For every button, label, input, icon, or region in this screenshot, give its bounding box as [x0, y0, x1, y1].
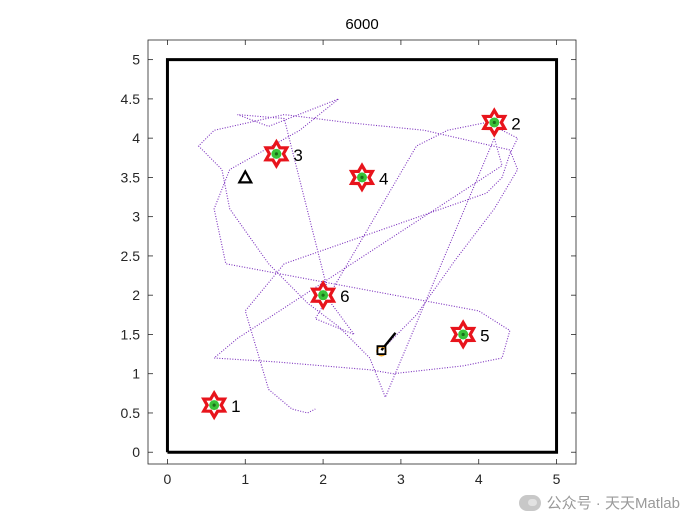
y-axis: 0 0.5 1 1.5 2 2.5 3 3.5 4 4.5 5: [121, 52, 576, 460]
y-tick-label: 1: [132, 366, 140, 382]
y-tick-label: 3.5: [121, 169, 141, 185]
target-label: 3: [293, 146, 302, 165]
target-core: [492, 120, 496, 125]
target-core: [461, 332, 465, 337]
x-tick-label: 4: [475, 471, 483, 487]
target-core: [321, 293, 325, 297]
watermark: 公众号 · 天天Matlab: [518, 492, 680, 513]
agent-layer: [237, 169, 397, 357]
y-tick-label: 3: [132, 209, 140, 225]
target-label: 1: [231, 397, 240, 416]
target-label: 4: [379, 169, 388, 188]
x-tick-label: 2: [319, 471, 327, 487]
y-tick-label: 0.5: [121, 405, 141, 421]
target-label: 6: [340, 287, 349, 306]
wechat-icon: [518, 494, 541, 511]
x-tick-label: 0: [164, 471, 172, 487]
start-triangle-icon: [237, 169, 254, 184]
target-label: 2: [511, 114, 520, 133]
boundary-square: [165, 58, 559, 454]
y-tick-label: 2.5: [121, 248, 141, 264]
axes-background: [147, 39, 577, 465]
target-core: [360, 175, 364, 180]
targets-layer: 1 2 3 4 5 6: [201, 107, 521, 421]
x-axis: 0 1 2 3 4 5: [164, 40, 561, 487]
x-tick-label: 5: [553, 471, 561, 487]
watermark-text: 公众号 · 天天Matlab: [546, 495, 680, 512]
x-tick-label: 3: [397, 471, 405, 487]
target-label: 5: [480, 326, 489, 345]
chart-title: 6000: [345, 16, 378, 33]
y-tick-label: 0: [132, 444, 140, 460]
boundary-layer: [165, 58, 559, 454]
x-tick-label: 1: [241, 471, 249, 487]
target-core: [274, 152, 278, 156]
target-core: [212, 403, 216, 407]
y-tick-label: 4.5: [121, 91, 141, 107]
y-tick-label: 1.5: [121, 326, 141, 342]
y-tick-label: 5: [132, 52, 140, 68]
agent-square-icon: [376, 345, 387, 356]
y-tick-label: 4: [132, 130, 140, 146]
y-tick-label: 2: [132, 287, 140, 303]
